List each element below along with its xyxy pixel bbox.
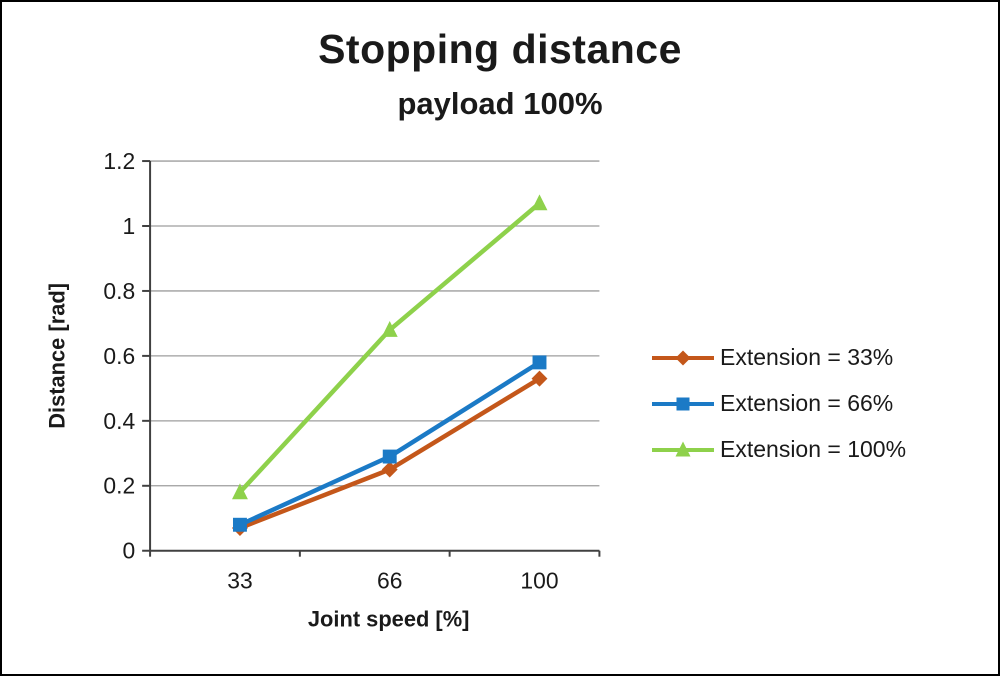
y-tick-label: 1 (122, 213, 135, 239)
x-axis-title: Joint speed [%] (308, 606, 470, 631)
chart-subtitle: payload 100% (397, 86, 603, 121)
y-tick-label: 0.2 (103, 473, 135, 499)
legend-marker-sample (652, 397, 714, 410)
legend: Extension = 33% Extension = 66% Extension … (650, 344, 906, 463)
triangle-marker (675, 441, 691, 456)
triangle-marker (231, 483, 248, 500)
series-line (238, 201, 541, 494)
y-axis-title: Distance [rad] (45, 283, 70, 429)
x-tick-label: 100 (520, 568, 558, 594)
legend-label: Extension = 66% (720, 390, 894, 416)
square-marker (676, 397, 690, 410)
square-marker (532, 355, 547, 370)
y-tick-label: 0.8 (103, 278, 135, 304)
chart-title: Stopping distance (318, 26, 682, 72)
legend-label: Extension = 100% (720, 436, 907, 462)
y-tick-label: 0.6 (103, 343, 135, 369)
legend-marker-sample (652, 441, 714, 456)
legend-item: Extension = 66% (650, 390, 906, 417)
x-tick-label: 66 (377, 568, 402, 594)
legend-label: Extension = 33% (720, 344, 894, 370)
square-marker (232, 517, 247, 532)
y-tick-label: 0.4 (103, 408, 135, 434)
diamond-marker (675, 350, 691, 365)
square-marker (382, 449, 397, 464)
legend-item: Extension = 100% (650, 436, 906, 463)
y-tick-label: 1.2 (103, 148, 135, 174)
diamond-marker (381, 461, 398, 478)
y-tick-label: 0 (122, 538, 135, 564)
triangle-marker (531, 194, 548, 211)
triangle-marker (381, 320, 398, 337)
x-tick-label: 33 (227, 568, 252, 594)
legend-marker-sample (652, 350, 714, 365)
legend-item: Extension = 33% (650, 344, 906, 371)
